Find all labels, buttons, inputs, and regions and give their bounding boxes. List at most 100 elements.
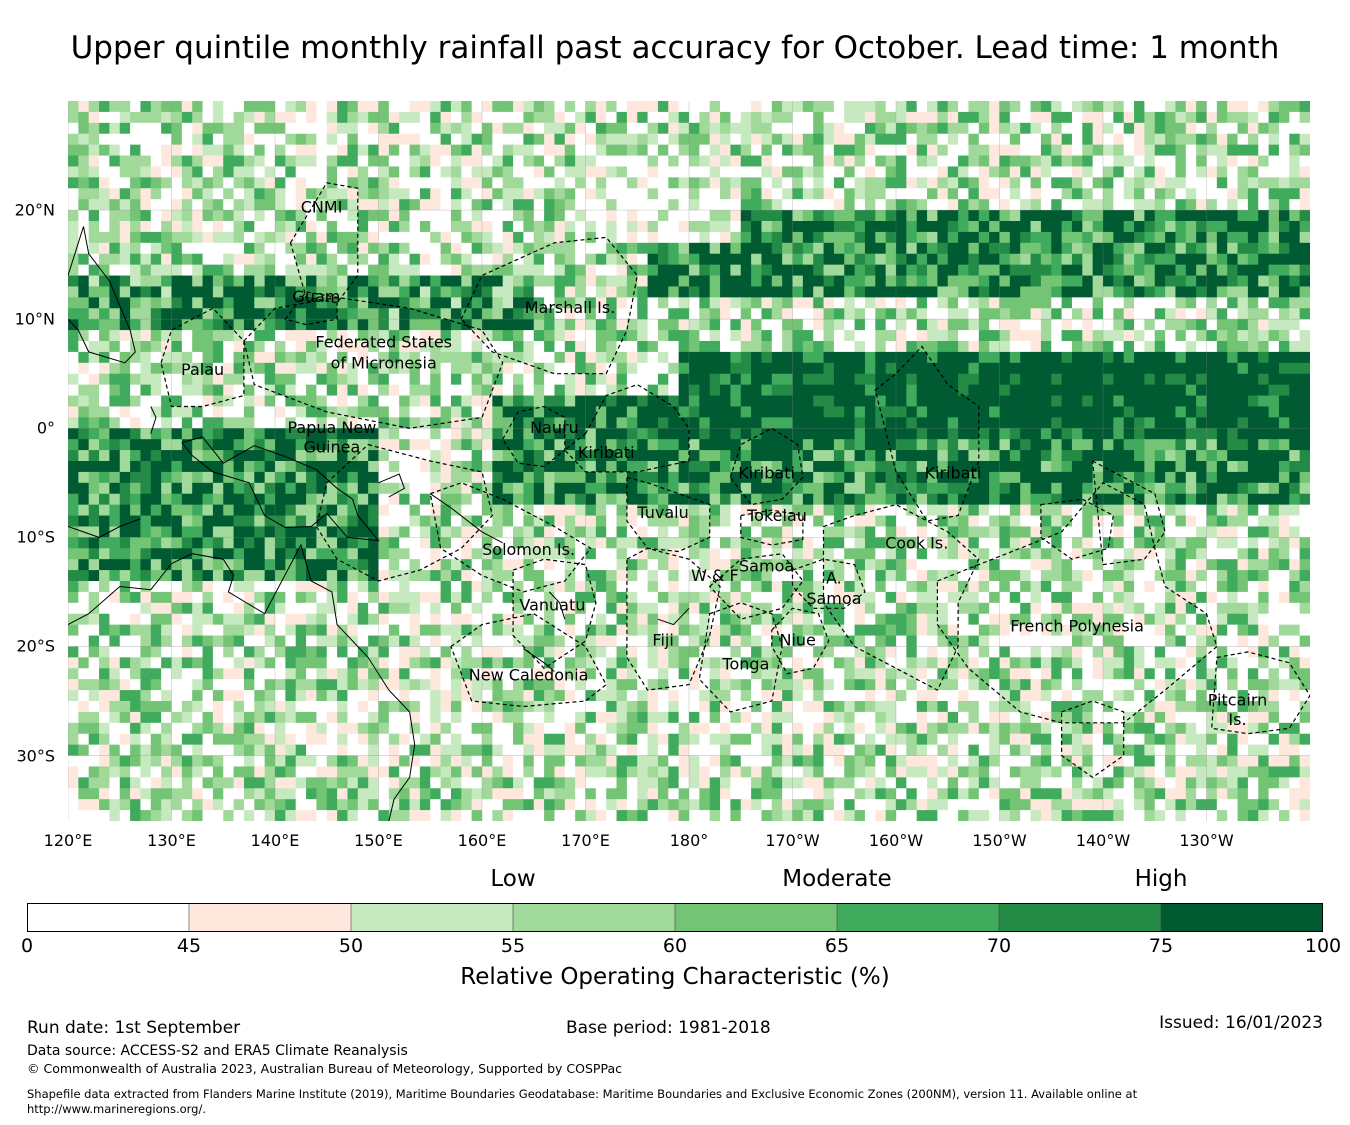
grid-cell [1051,395,1063,408]
grid-cell [595,548,607,560]
grid-cell [1020,330,1032,342]
grid-cell [1237,351,1249,364]
grid-cell [999,417,1011,429]
grid-cell [1196,493,1208,506]
grid-cell [88,461,100,473]
grid-cell [978,373,990,386]
grid-cell [999,319,1011,331]
grid-cell [306,231,317,244]
grid-cell [119,395,131,408]
grid-cell [409,330,421,342]
grid-cell [1071,122,1083,135]
grid-cell [678,253,690,266]
grid-cell [409,395,421,408]
grid-cell [1216,351,1228,364]
grid-cell [989,308,1001,320]
grid-cell [306,308,317,320]
grid-cell [502,461,514,473]
grid-cell [906,308,918,320]
grid-cell [585,221,597,233]
grid-cell [740,471,752,484]
grid-cell [720,221,731,233]
grid-cell [720,101,731,113]
grid-cell [1082,417,1094,429]
grid-cell [285,341,297,353]
grid-cell [740,133,752,146]
grid-cell [1299,493,1310,506]
grid-cell [1113,297,1125,309]
grid-cell [1071,286,1083,298]
grid-cell [1071,177,1083,189]
grid-cell [337,188,349,200]
grid-cell [243,362,255,375]
grid-cell [978,166,990,178]
grid-cell [409,297,421,309]
grid-cell [1258,439,1270,451]
grid-cell [1196,133,1208,146]
grid-cell [275,395,286,408]
grid-cell [99,188,110,200]
grid-cell [1289,155,1301,168]
grid-cell [419,351,431,364]
grid-cell [927,177,938,189]
grid-cell [295,308,307,320]
grid-cell [916,155,928,168]
grid-cell [1082,384,1094,397]
grid-cell [554,439,566,451]
grid-cell [782,471,794,484]
grid-cell [306,155,317,168]
grid-cell [450,417,462,429]
grid-cell [709,166,721,178]
grid-cell [1216,362,1228,375]
grid-cell [864,428,876,440]
grid-cell [1165,428,1177,440]
grid-cell [771,177,783,189]
grid-cell [782,439,794,451]
grid-cell [864,471,876,484]
grid-cell [720,199,731,211]
grid-cell [771,188,783,200]
grid-cell [150,330,162,342]
grid-cell [626,330,638,342]
grid-cell [927,308,938,320]
grid-cell [1020,133,1032,146]
grid-cell [181,101,193,113]
grid-cell [792,210,804,222]
grid-cell [875,177,887,189]
grid-cell [419,177,431,189]
grid-cell [1082,210,1094,222]
grid-cell [958,439,970,451]
grid-cell [502,428,514,440]
grid-cell [554,373,566,386]
grid-cell [947,144,959,157]
grid-cell [564,537,576,549]
grid-cell [1206,166,1218,178]
grid-cell [368,166,380,178]
grid-cell [140,308,152,320]
grid-cell [771,210,783,222]
grid-cell [1227,439,1239,451]
grid-cell [1268,111,1280,124]
grid-cell [802,122,814,135]
grid-cell [275,133,286,146]
grid-cell [1154,373,1166,386]
grid-cell [419,155,431,168]
grid-cell [1020,406,1032,418]
grid-cell [575,373,587,386]
grid-cell [233,515,245,528]
grid-cell [657,188,669,200]
grid-cell [492,199,504,211]
grid-cell [161,515,173,528]
grid-cell [637,297,649,309]
grid-cell [751,221,763,233]
grid-cell [1144,537,1156,549]
grid-cell [523,428,535,440]
grid-cell [761,373,773,386]
grid-cell [419,384,431,397]
grid-cell [171,210,183,222]
grid-cell [989,428,1001,440]
grid-cell [906,199,918,211]
grid-cell [1020,537,1032,549]
grid-cell [1040,188,1052,200]
grid-cell [864,166,876,178]
